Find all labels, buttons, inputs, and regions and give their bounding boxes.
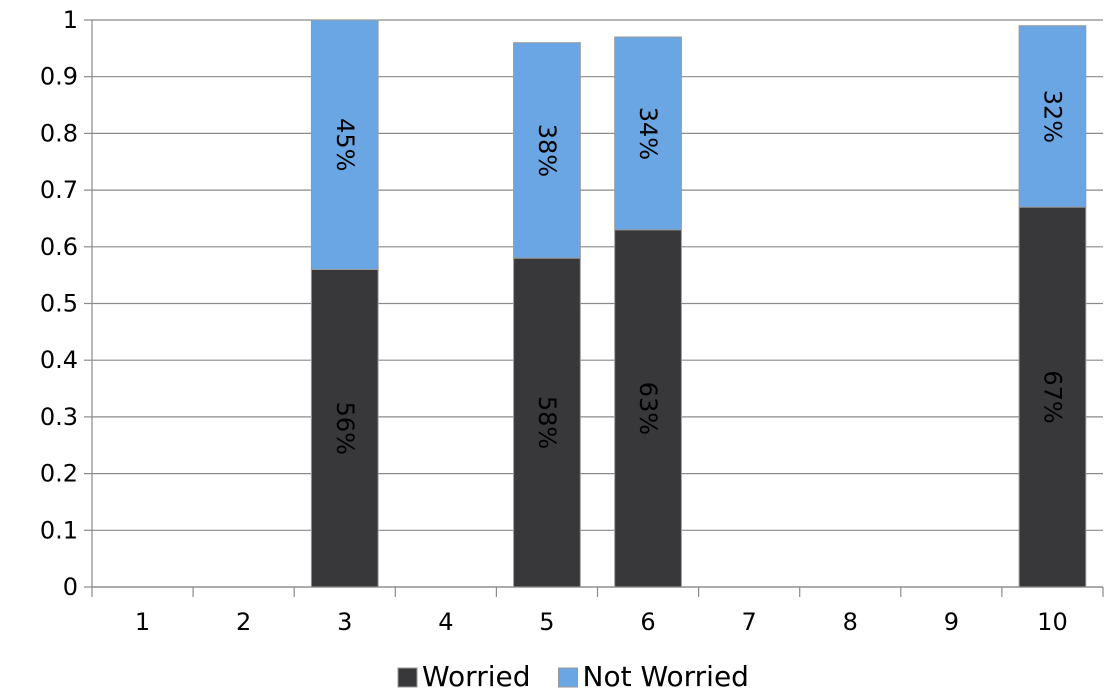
y-tick-label: 0.7 <box>40 176 78 204</box>
y-tick-label: 0.4 <box>40 346 78 374</box>
x-tick-label: 1 <box>135 608 150 636</box>
bar-data-label: 38% <box>533 124 561 177</box>
y-tick-label: 0.3 <box>40 403 78 431</box>
bars: 56% 45% 58% 38% 63% 34% 67% 32% <box>310 19 1087 588</box>
legend: Worried Not Worried <box>397 660 749 693</box>
bar-not-worried <box>614 36 682 231</box>
x-tick-label: 4 <box>438 608 453 636</box>
x-tick-label: 9 <box>944 608 959 636</box>
legend-swatch-worried <box>397 667 418 688</box>
bar-worried <box>614 229 682 588</box>
x-tick-label: 8 <box>843 608 858 636</box>
y-tick-label: 0.1 <box>40 516 78 544</box>
gridlines <box>92 19 1103 588</box>
axes: 0 0.1 0.2 0.3 0.4 0.5 0.6 0.7 0.8 0.9 1 1 2 3 4 5 6 7 8 9 10 <box>40 6 1104 636</box>
y-tick-label: 0.9 <box>40 63 78 91</box>
x-tick-label: 10 <box>1037 608 1068 636</box>
y-tick-label: 0.2 <box>40 460 78 488</box>
x-tick-label: 5 <box>539 608 554 636</box>
bar-data-label: 45% <box>331 118 359 171</box>
x-tick-label: 2 <box>236 608 251 636</box>
bar-data-label: 56% <box>331 402 359 455</box>
y-tick-label: 0.6 <box>40 233 78 261</box>
bar-not-worried <box>513 42 581 259</box>
bar-data-label: 67% <box>1038 370 1066 423</box>
bar-not-worried <box>1018 25 1087 208</box>
y-tick-label: 0.8 <box>40 119 78 147</box>
bar-data-label: 32% <box>1038 90 1066 143</box>
y-tick-label: 0 <box>63 573 78 601</box>
bar-not-worried <box>310 19 379 270</box>
bar-worried <box>310 268 379 588</box>
bar-data-label: 63% <box>634 382 662 435</box>
bar-worried <box>513 257 581 588</box>
x-tick-label: 3 <box>337 608 352 636</box>
legend-label-worried: Worried <box>422 660 531 693</box>
bar-data-label: 58% <box>533 396 561 449</box>
y-tick-label: 1 <box>63 6 78 34</box>
x-tick-label: 7 <box>742 608 757 636</box>
y-tick-label: 0.5 <box>40 290 78 318</box>
bar-worried <box>1018 206 1087 588</box>
bar-data-label: 34% <box>634 107 662 160</box>
legend-swatch-not-worried <box>558 667 578 688</box>
legend-label-not-worried: Not Worried <box>583 660 749 693</box>
x-tick-label: 6 <box>640 608 655 636</box>
